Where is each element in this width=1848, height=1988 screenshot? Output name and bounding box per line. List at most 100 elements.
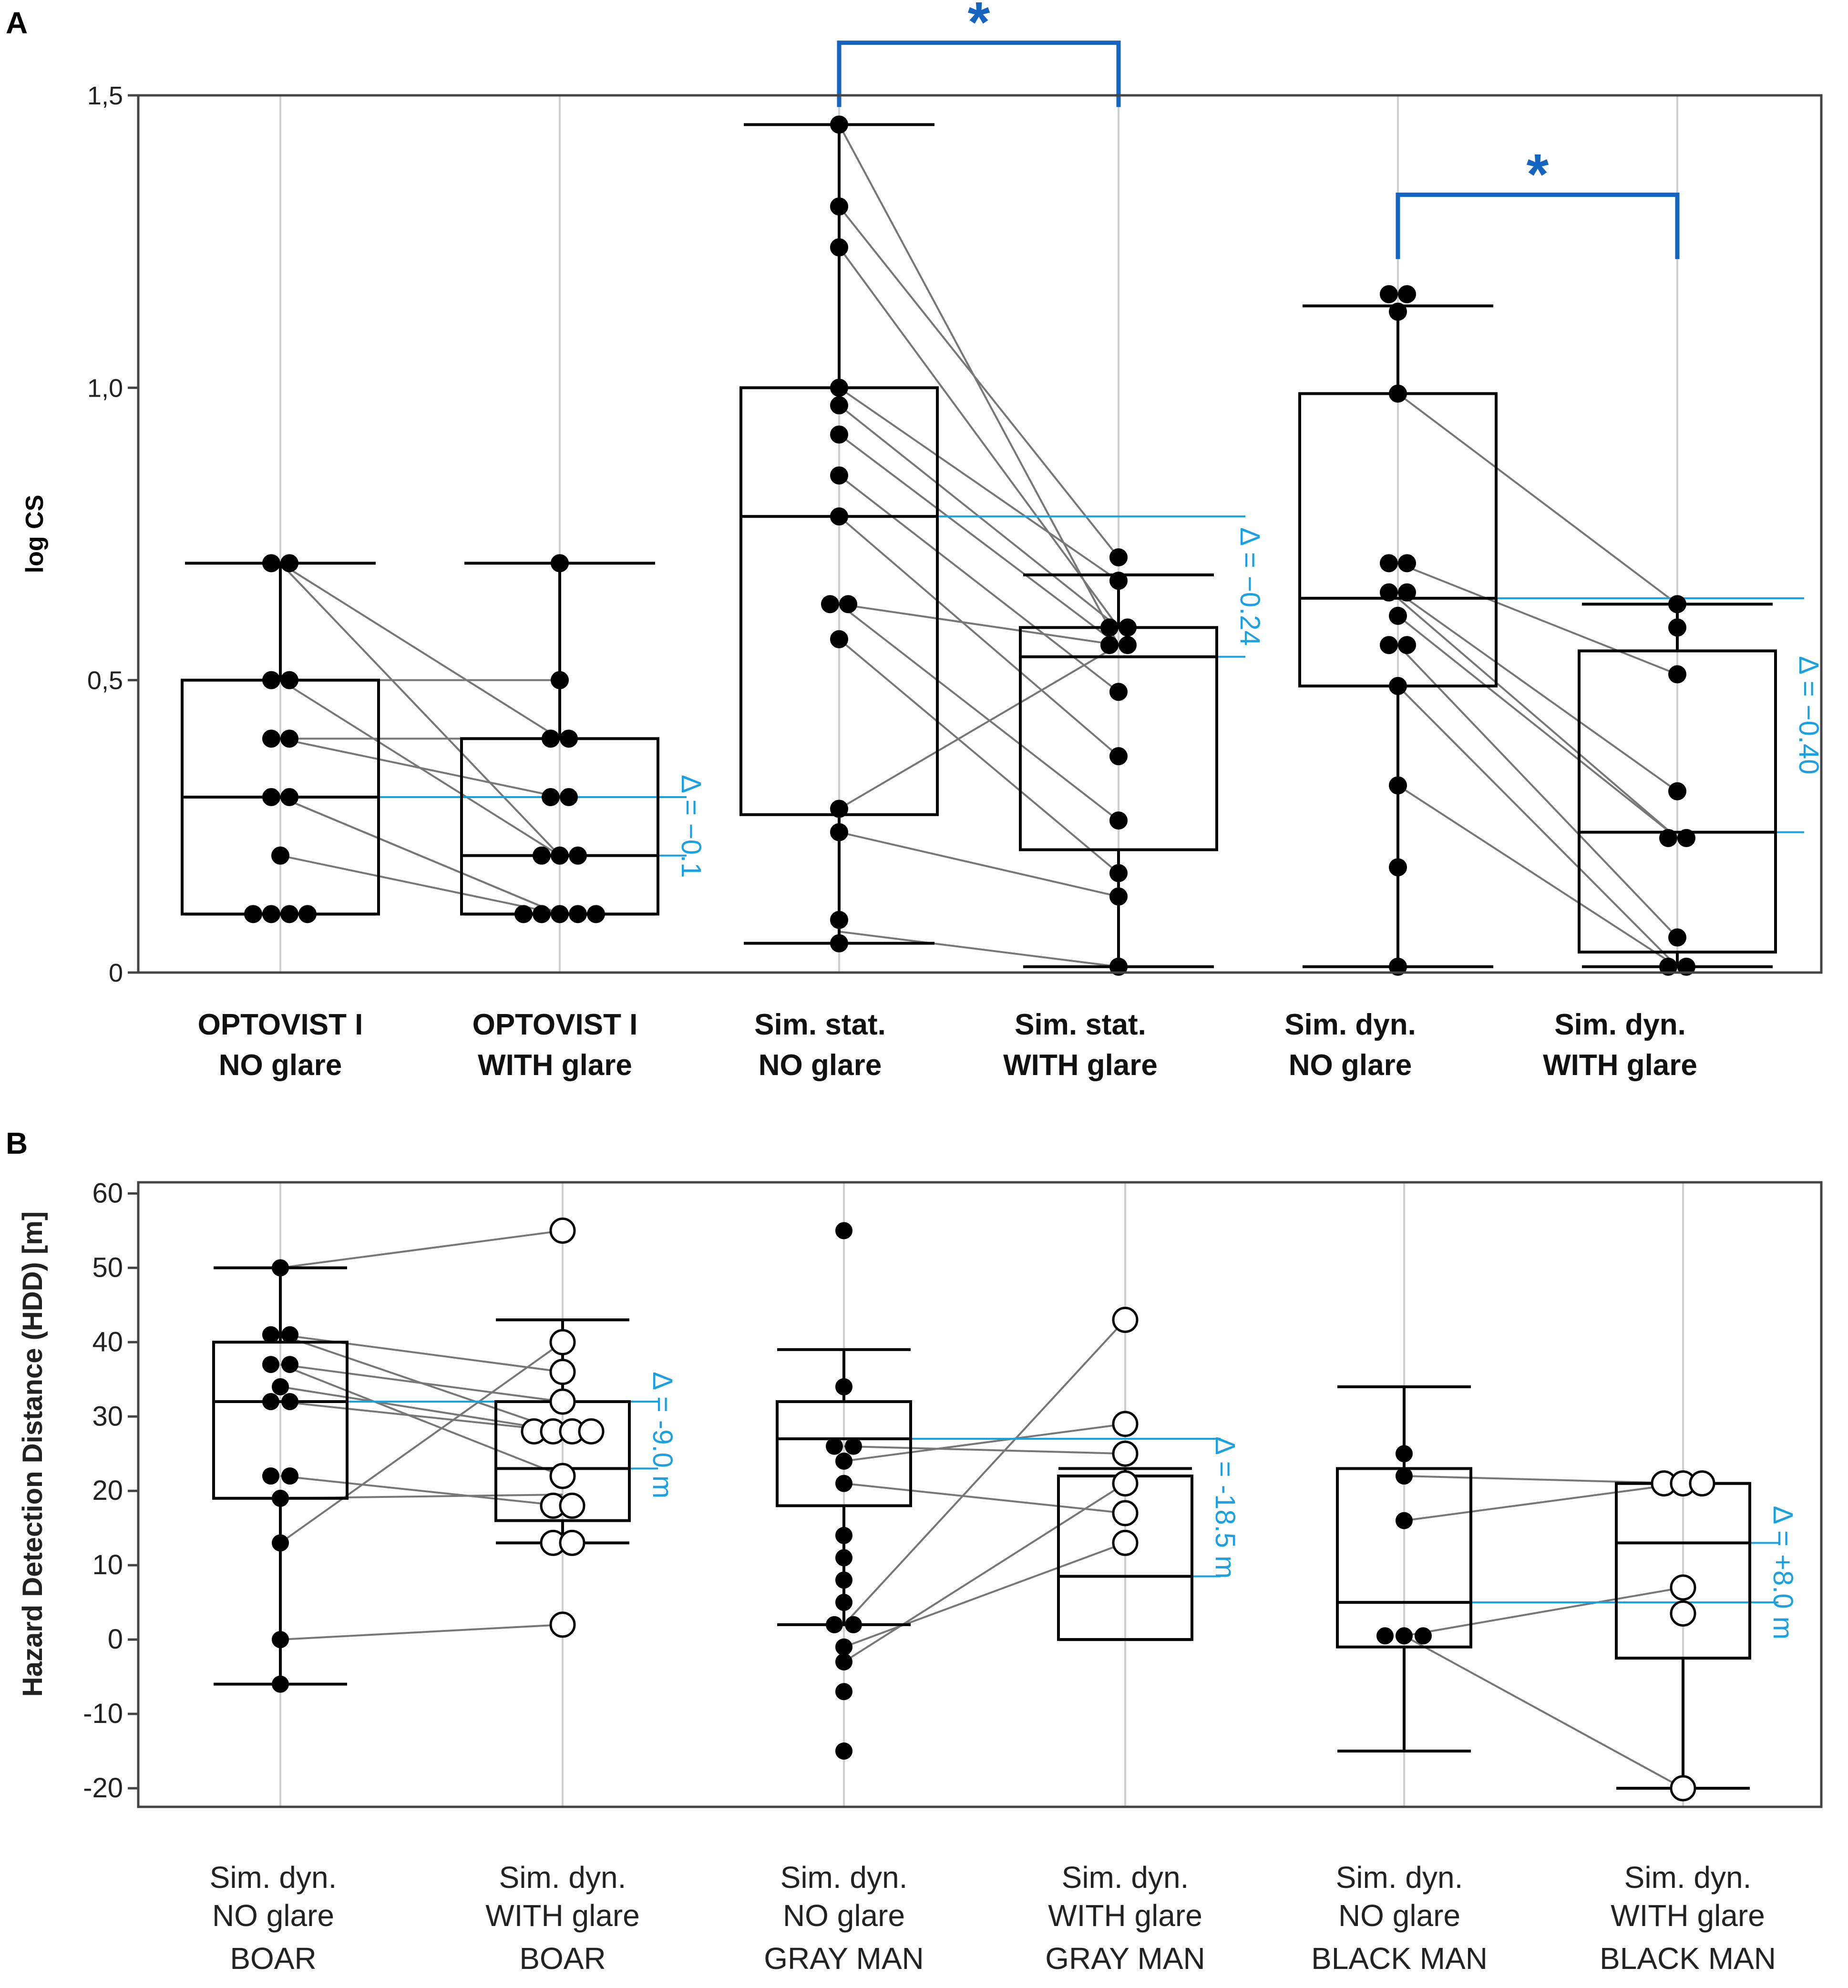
- category-label-3-line-1: Sim. stat.: [754, 1008, 886, 1041]
- point-3-10: [835, 1594, 852, 1611]
- category-label-4-line-2: WITH glare: [1003, 1049, 1158, 1082]
- point-4-6: [1119, 636, 1137, 655]
- point-3-14: [830, 911, 848, 929]
- panel-b-points: [262, 1217, 1715, 1802]
- point-2-6: [560, 788, 578, 806]
- category-label-5-line-1: Sim. dyn.: [1284, 1008, 1416, 1041]
- y-tick-label-7: 40: [92, 1326, 123, 1357]
- point-1-14: [272, 1675, 289, 1693]
- point-6-3: [1668, 665, 1686, 684]
- category-label-2-line-2: WITH glare: [485, 1898, 640, 1933]
- pair-line-2-4: [838, 387, 1119, 582]
- significance-star-2: *: [1527, 143, 1549, 206]
- point-5-1: [1396, 1445, 1413, 1463]
- y-tick-label-9: 60: [92, 1178, 123, 1209]
- point-5-14: [1389, 858, 1407, 877]
- point-2-1: [549, 1217, 576, 1244]
- pair-line-1-2: [279, 562, 561, 857]
- category-label-6-line-1: Sim. dyn.: [1554, 1008, 1686, 1041]
- pair-line-3-2: [1404, 1482, 1684, 1522]
- point-1-12: [272, 1534, 289, 1552]
- point-5-5: [1396, 1627, 1413, 1645]
- category-label-1-line-1: OPTOVIST I: [198, 1008, 363, 1041]
- category-label-1-line-3: BOAR: [230, 1941, 316, 1976]
- point-5-11: [1398, 636, 1416, 655]
- point-1-3: [262, 671, 280, 689]
- pair-line-2-8: [838, 515, 1119, 757]
- panel-a-axis: 0 0,5 1,0 1,5 OPTOVIST I NO glare OPTOVIST I WI…: [87, 82, 1823, 1082]
- category-label-6-line-2: WITH glare: [1543, 1049, 1697, 1082]
- pair-line-1-5: [280, 1363, 563, 1403]
- plot-frame: [137, 94, 1823, 974]
- point-3-11: [830, 630, 848, 648]
- point-4-12: [1109, 957, 1128, 976]
- point-2-10: [514, 905, 533, 923]
- point-2-4: [560, 729, 578, 748]
- pair-line-3-3: [1404, 1586, 1684, 1637]
- category-label-3-line-2: NO glare: [783, 1898, 905, 1933]
- point-3-13: [830, 823, 848, 841]
- category-label-6-line-1: Sim. dyn.: [1624, 1860, 1752, 1895]
- panel-b-pair-lines: [279, 1230, 1684, 1789]
- pair-line-2-3: [843, 1482, 1126, 1514]
- category-label-2-line-3: BOAR: [519, 1941, 606, 1976]
- pair-line-2-6: [838, 433, 1119, 646]
- y-tick-label-8: 50: [92, 1252, 123, 1283]
- panel-a-delta-lines: Δ = −0.1 Δ = −0.24 Δ = −0.40: [280, 515, 1824, 878]
- point-2-14: [549, 1611, 576, 1638]
- point-4-7: [1109, 683, 1128, 701]
- y-tick-label-4: 10: [92, 1549, 123, 1580]
- pair-line-1-6: [280, 738, 560, 798]
- point-3-7: [835, 1527, 852, 1544]
- category-label-2-line-2: WITH glare: [478, 1049, 632, 1082]
- point-6-9: [1677, 957, 1695, 976]
- point-3-1: [830, 115, 848, 134]
- point-3-2: [835, 1378, 852, 1395]
- point-1-4: [280, 671, 298, 689]
- point-1-2: [280, 554, 298, 573]
- point-2-3: [549, 1359, 576, 1385]
- point-3-5: [835, 1452, 852, 1470]
- category-label-4-line-2: WITH glare: [1048, 1898, 1202, 1933]
- pair-line-3-2: [1397, 562, 1678, 676]
- point-1-6: [280, 729, 298, 748]
- pair-line-3-4: [1397, 597, 1678, 839]
- point-1-6: [272, 1378, 289, 1395]
- point-4-3: [1100, 618, 1119, 637]
- point-4-11: [1109, 887, 1128, 906]
- point-1-13: [298, 905, 317, 923]
- point-1-3: [281, 1326, 298, 1343]
- pair-line-2-2: [843, 1423, 1126, 1462]
- pair-line-1-8: [280, 796, 560, 915]
- point-1-8: [280, 788, 298, 806]
- point-1-2: [262, 1326, 279, 1343]
- point-6-7: [1668, 928, 1686, 947]
- pair-line-2-5: [843, 1542, 1126, 1648]
- pair-line-1-1: [280, 1230, 563, 1269]
- category-label-5-line-1: Sim. dyn.: [1336, 1860, 1463, 1895]
- pair-line-2-11: [838, 638, 1119, 874]
- point-3-12: [845, 1616, 862, 1633]
- y-tick-label-6: 30: [92, 1401, 123, 1432]
- point-3-15: [830, 934, 848, 953]
- point-6-4: [1670, 1574, 1696, 1601]
- point-3-10: [839, 595, 857, 614]
- pair-line-1-7: [280, 1401, 563, 1433]
- point-5-7: [1380, 583, 1398, 602]
- point-5-12: [1389, 676, 1407, 695]
- category-label-2-line-1: OPTOVIST I: [472, 1008, 638, 1041]
- y-tick-label-2: 0,5: [87, 666, 123, 695]
- point-2-5: [542, 788, 560, 806]
- point-2-1: [551, 554, 569, 573]
- category-label-3-line-3: GRAY MAN: [764, 1941, 924, 1976]
- category-label-4-line-1: Sim. stat.: [1015, 1008, 1146, 1041]
- pair-line-2-4: [843, 1319, 1126, 1626]
- point-5-2: [1396, 1467, 1413, 1485]
- point-1-11: [272, 1489, 289, 1507]
- point-1-13: [272, 1631, 289, 1649]
- delta-label-3: Δ = +8.0 m: [1767, 1506, 1798, 1640]
- point-5-4: [1376, 1627, 1394, 1645]
- pair-line-2-10: [838, 603, 1119, 821]
- significance-star-1: *: [968, 0, 990, 54]
- point-5-5: [1380, 554, 1398, 573]
